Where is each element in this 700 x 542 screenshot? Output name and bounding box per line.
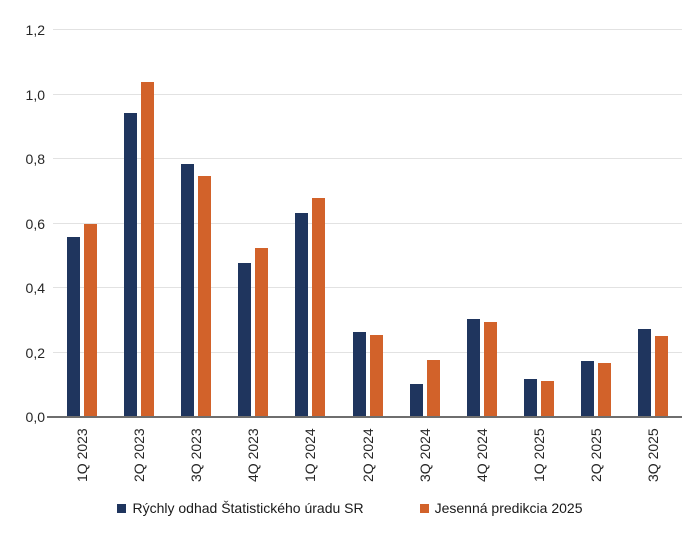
x-tick-label: 4Q 2024 xyxy=(473,428,490,482)
y-tick-label: 0,8 xyxy=(25,151,45,167)
legend: Rýchly odhad Štatistického úradu SR Jesen… xyxy=(0,497,700,519)
bar xyxy=(466,319,480,416)
x-tick-label: 3Q 2025 xyxy=(645,428,662,482)
gridline xyxy=(53,158,682,159)
bar xyxy=(541,380,555,416)
x-tick-label: 3Q 2024 xyxy=(416,428,433,482)
x-tick-label: 4Q 2023 xyxy=(245,428,262,482)
bar xyxy=(409,383,423,416)
gridline xyxy=(53,287,682,288)
bar xyxy=(638,328,652,416)
bar xyxy=(238,262,252,416)
x-tick-label: 2Q 2024 xyxy=(359,428,376,482)
y-tick-label: 1,2 xyxy=(25,22,45,38)
bar xyxy=(66,237,80,416)
legend-swatch-icon xyxy=(117,503,127,513)
x-axis-line xyxy=(47,416,682,418)
gridline xyxy=(53,29,682,30)
bar xyxy=(524,378,538,416)
bar xyxy=(426,359,440,416)
x-tick-label: 2Q 2023 xyxy=(130,428,147,482)
y-tick-label: 1,0 xyxy=(25,86,45,103)
x-tick-label: 1Q 2023 xyxy=(73,428,90,482)
plot-area xyxy=(47,29,682,418)
gridline xyxy=(53,222,682,224)
bar xyxy=(180,164,194,416)
bar xyxy=(483,322,497,416)
bar xyxy=(197,175,211,416)
bar xyxy=(295,212,309,416)
legend-label: Rýchly odhad Štatistického úradu SR xyxy=(132,500,364,516)
bar xyxy=(140,82,154,416)
bar xyxy=(598,362,612,416)
legend-swatch-icon xyxy=(419,503,429,513)
y-tick-label: 0,0 xyxy=(25,409,45,425)
y-tick-label: 0,2 xyxy=(25,344,45,361)
bar xyxy=(352,332,366,416)
bar xyxy=(312,198,326,416)
gridline xyxy=(53,351,682,353)
y-tick-label: 0,6 xyxy=(25,215,45,232)
bar xyxy=(123,112,137,416)
x-tick-label: 2Q 2025 xyxy=(588,428,605,482)
legend-item: Rýchly odhad Štatistického úradu SR xyxy=(117,500,364,516)
bar xyxy=(83,224,97,416)
x-tick-label: 3Q 2023 xyxy=(187,428,204,482)
bar xyxy=(655,336,669,416)
x-tick-label: 1Q 2024 xyxy=(302,428,319,482)
bar xyxy=(255,248,269,416)
gridline xyxy=(53,93,682,95)
bar xyxy=(581,361,595,416)
bar xyxy=(369,334,383,416)
legend-item: Jesenná predikcia 2025 xyxy=(419,500,583,516)
legend-label: Jesenná predikcia 2025 xyxy=(434,500,583,516)
x-tick-label: 1Q 2025 xyxy=(531,428,548,482)
y-tick-label: 0,4 xyxy=(25,280,45,296)
